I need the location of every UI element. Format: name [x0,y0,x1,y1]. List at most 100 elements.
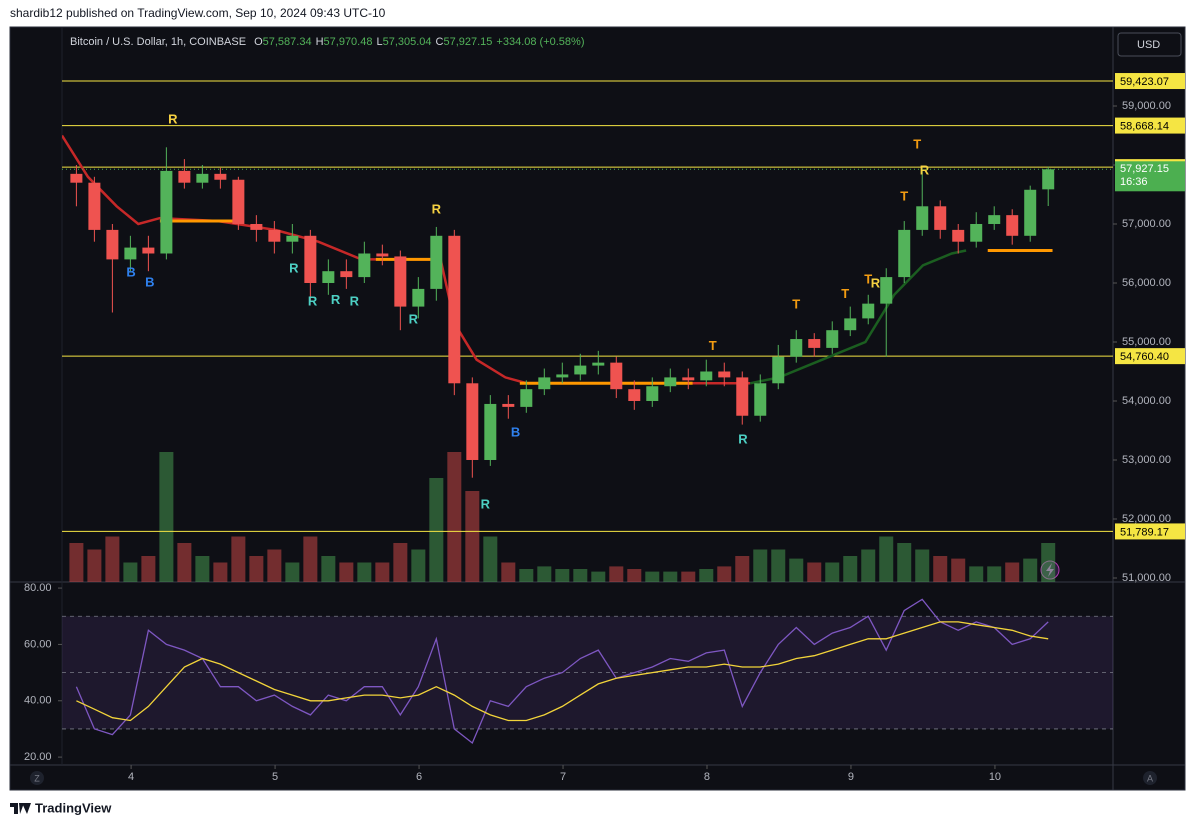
candle-body [430,235,443,289]
signal-marker: T [864,271,872,286]
volume-bar [195,556,210,582]
candle-body [106,229,119,260]
rsi-tick-label: 80.00 [24,582,52,594]
volume-bar [969,566,984,582]
candle-body [340,271,353,278]
candle-body [232,179,245,224]
candle-body [286,235,299,242]
legend-field: L [376,36,382,48]
volume-bar [645,571,660,582]
candle-body [412,288,425,307]
y-tick-label: 59,000.00 [1122,100,1171,112]
volume-bar [69,543,84,582]
x-tick-label: 9 [848,771,854,783]
signal-marker: T [709,338,717,353]
legend-field: H [316,36,324,48]
candle-body [214,173,227,180]
volume-bar [447,452,462,582]
candle-body [844,318,857,331]
axis-button-label: A [1147,773,1153,783]
signal-marker: R [871,276,881,291]
candle-body [196,173,209,183]
signal-marker: R [409,312,419,327]
currency-label: USD [1137,39,1160,51]
footer-brand: TradingView [35,800,112,815]
volume-bar [951,558,966,582]
candle-body [592,362,605,366]
volume-bar [483,536,498,582]
signal-marker: R [350,293,360,308]
countdown-label: 16:36 [1120,176,1148,188]
signal-marker: R [481,496,491,511]
candle-body [520,389,533,407]
candle-body [898,229,911,278]
volume-bar [321,556,336,582]
volume-bar [249,556,264,582]
rsi-band [62,616,1113,729]
axis-button[interactable] [30,771,44,785]
level-tag [1115,73,1185,90]
candle-body [1006,215,1019,236]
current-price-label: 57,927.15 [1120,163,1169,175]
volume-bar [375,562,390,582]
candle-body [376,253,389,257]
candle-body [1042,169,1055,190]
currency-button[interactable] [1117,32,1182,57]
candle-body [988,215,1001,224]
volume-bar [141,556,156,582]
candle-body [448,235,461,384]
signal-marker: T [792,296,800,311]
candle-body [322,271,335,283]
signal-marker: R [432,201,442,216]
candle-body [664,377,677,387]
legend-field: O [254,36,263,48]
volume-bar [663,571,678,582]
x-tick-label: 5 [272,771,278,783]
volume-bar [411,549,426,582]
signal-marker: B [145,274,154,289]
x-tick-label: 8 [704,771,710,783]
candle-body [1024,189,1037,236]
axis-button[interactable] [1143,771,1157,785]
volume-bar [627,569,642,582]
volume-bar [591,571,606,582]
volume-bar [825,562,840,582]
candle-body [70,173,83,183]
candle-body [250,223,263,230]
volume-bar [213,562,228,582]
trend-line [749,249,967,385]
x-tick-label: 7 [560,771,566,783]
candle-body [484,403,497,460]
candle-body [304,235,317,283]
legend-value: 57,587.34 [263,36,312,48]
candle-body [394,256,407,307]
volume-bar [843,556,858,582]
legend-value: 57,927.15 [443,36,492,48]
volume-bar [1041,543,1056,582]
candle-body [178,170,191,183]
volume-bar [231,536,246,582]
level-tag [1115,117,1185,134]
volume-bar [339,562,354,582]
volume-bar [303,536,318,582]
y-tick-label: 55,000.00 [1122,336,1171,348]
volume-bar [267,549,282,582]
candle-body [142,247,155,254]
candle-body [646,386,659,401]
y-tick-label: 53,000.00 [1122,454,1171,466]
y-tick-label: 54,000.00 [1122,395,1171,407]
volume-bar [717,566,732,582]
signal-marker: R [168,111,178,126]
level-tag-label: 59,423.07 [1120,76,1169,88]
candle-body [268,229,281,242]
volume-bar [285,562,300,582]
publish-header: shardib12 published on TradingView.com, … [10,6,386,20]
candle-body [880,277,893,304]
signal-marker: R [738,431,748,446]
rsi-tick-label: 20.00 [24,751,52,763]
candle-body [826,330,839,348]
signal-marker: T [900,188,908,203]
volume-bar [987,566,1002,582]
volume-bar [555,569,570,582]
candle-body [628,389,641,401]
